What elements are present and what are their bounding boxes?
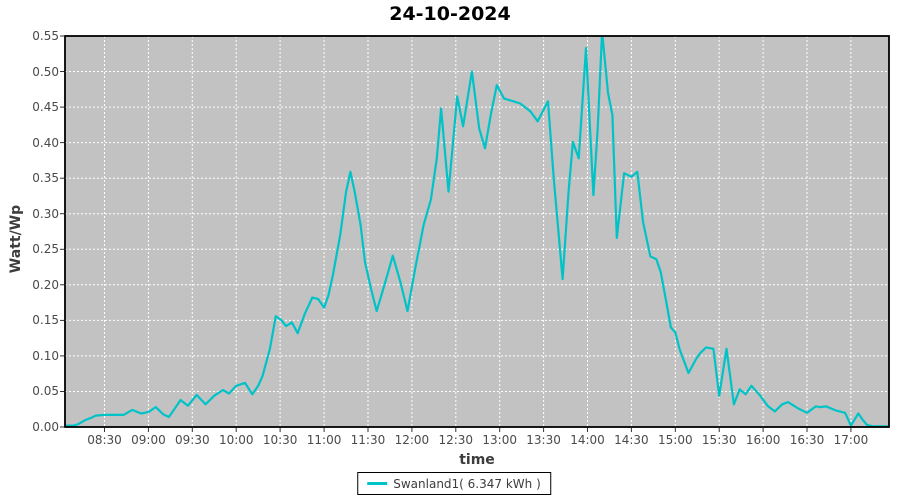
x-tick-label: 12:00: [394, 433, 430, 447]
y-tick-label: 0.20: [32, 277, 59, 292]
legend-series-swatch: [367, 482, 388, 485]
x-tick-label: 16:00: [745, 433, 781, 447]
y-tick-label: 0.05: [32, 384, 59, 399]
y-tick-label: 0.55: [32, 29, 59, 43]
x-tick-label: 12:30: [438, 433, 474, 447]
y-tick-label: 0.50: [32, 64, 59, 79]
y-tick-label: 0.10: [32, 348, 59, 363]
x-tick-label: 13:30: [526, 433, 561, 447]
x-tick-label: 15:00: [658, 433, 693, 447]
x-tick-label: 10:30: [262, 433, 298, 447]
y-tick-label: 0.40: [32, 135, 59, 150]
x-tick-label: 14:00: [570, 433, 605, 447]
legend-series-label: Swanland1( 6.347 kWh ): [393, 476, 541, 491]
y-tick-label: 0.00: [32, 420, 59, 434]
y-tick-label: 0.15: [32, 313, 59, 328]
x-tick-label: 11:30: [350, 433, 386, 447]
x-tick-label: 13:00: [482, 433, 517, 447]
series-line: [65, 36, 889, 427]
y-tick-label: 0.25: [32, 242, 59, 257]
x-tick-label: 10:00: [218, 433, 254, 447]
x-tick-label: 17:00: [833, 433, 869, 447]
x-tick-label: 11:00: [306, 433, 342, 447]
y-tick-label: 0.35: [32, 171, 59, 186]
x-tick-label: 08:30: [87, 433, 122, 447]
x-tick-label: 09:00: [131, 433, 166, 447]
x-axis-label: time: [459, 452, 495, 468]
x-tick-label: 09:30: [175, 433, 210, 447]
tick-marks: [60, 35, 852, 432]
x-tick-label: 16:30: [789, 433, 825, 447]
y-tick-label: 0.45: [32, 100, 59, 115]
x-tick-label: 14:30: [614, 433, 649, 447]
legend: Swanland1( 6.347 kWh ): [357, 472, 551, 495]
plot-background: [65, 36, 889, 427]
y-axis-label: Watt/Wp: [8, 204, 24, 274]
gridlines: [65, 36, 889, 427]
y-tick-label: 0.30: [32, 206, 59, 221]
plot-border: [64, 35, 890, 428]
x-tick-label: 15:30: [701, 433, 737, 447]
chart-title: 24-10-2024: [389, 3, 511, 25]
